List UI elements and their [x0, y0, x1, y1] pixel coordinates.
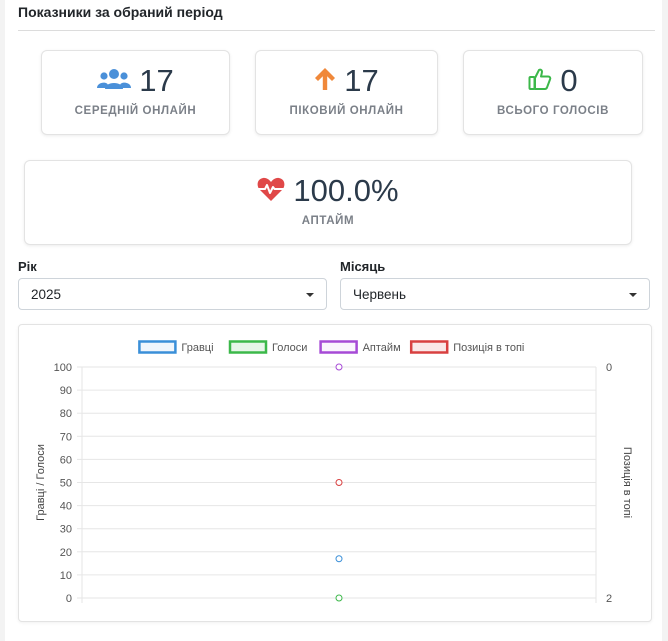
- total-votes-value: 0: [560, 63, 578, 98]
- divider: [18, 30, 655, 31]
- legend-label: Аптайм: [363, 342, 401, 354]
- y-left-tick-label: 80: [60, 408, 72, 420]
- total-votes-label: ВСЬОГО ГОЛОСІВ: [497, 105, 609, 117]
- year-select[interactable]: 2025: [18, 278, 327, 310]
- y-left-tick-label: 30: [60, 524, 72, 536]
- y-left-tick-label: 50: [60, 478, 72, 490]
- month-select-value: Червень: [353, 287, 407, 302]
- data-point: [335, 363, 343, 371]
- heartbeat-icon: [257, 176, 285, 207]
- avg-online-label: СЕРЕДНІЙ ОНЛАЙН: [74, 105, 197, 117]
- data-point: [335, 594, 343, 602]
- y-left-tick-label: 70: [60, 431, 72, 443]
- month-label: Місяць: [340, 259, 386, 274]
- y-left-tick-label: 40: [60, 501, 72, 513]
- peak-online-value: 17: [344, 63, 379, 98]
- thumbs-up-icon: [528, 67, 552, 96]
- y-left-tick-label: 100: [54, 362, 72, 374]
- uptime-card: 100.0% АПТАЙМ: [24, 160, 632, 245]
- y-left-tick-label: 10: [60, 570, 72, 582]
- y-left-tick-label: 20: [60, 547, 72, 559]
- legend-swatch: [138, 340, 177, 354]
- data-point: [335, 479, 343, 486]
- year-label: Рік: [18, 259, 37, 274]
- data-point: [335, 555, 343, 563]
- legend-swatch: [319, 340, 358, 354]
- section-title: Показники за обраний період: [18, 4, 223, 20]
- stats-panel: Показники за обраний період 17 СЕРЕДНІЙ …: [5, 0, 662, 641]
- users-icon: [97, 68, 132, 95]
- legend-label: Голоси: [272, 342, 307, 354]
- y-right-axis-title: Позиція в топі: [621, 447, 633, 518]
- legend-swatch: [409, 340, 449, 354]
- peak-online-label: ПІКОВИЙ ОНЛАЙН: [289, 105, 404, 117]
- uptime-value: 100.0%: [293, 173, 399, 208]
- avg-online-card: 17 СЕРЕДНІЙ ОНЛАЙН: [41, 50, 230, 135]
- month-select[interactable]: Червень: [340, 278, 650, 310]
- y-right-tick-label: 2: [606, 593, 612, 605]
- y-left-axis-title: Гравці / Голоси: [35, 444, 47, 521]
- year-select-value: 2025: [31, 287, 62, 302]
- chart-card: 100 90 80 70 60 50 40 30 20 10 0 0 2 Гравці / Голоси П…: [18, 324, 652, 622]
- y-left-tick-label: 90: [60, 385, 72, 397]
- avg-online-value: 17: [139, 63, 174, 98]
- peak-online-card: 17 ПІКОВИЙ ОНЛАЙН: [255, 50, 438, 135]
- y-right-tick-label: 0: [606, 362, 612, 374]
- legend-label: Позиція в топі: [453, 342, 524, 354]
- y-left-tick-label: 60: [60, 454, 72, 466]
- chevron-down-icon: [629, 293, 637, 297]
- chevron-down-icon: [306, 293, 314, 297]
- legend-label: Гравці: [181, 342, 213, 354]
- arrow-up-icon: [314, 67, 336, 96]
- total-votes-card: 0 ВСЬОГО ГОЛОСІВ: [463, 50, 643, 135]
- uptime-label: АПТАЙМ: [301, 215, 355, 227]
- y-left-tick-label: 0: [66, 593, 72, 605]
- legend-swatch: [228, 340, 268, 354]
